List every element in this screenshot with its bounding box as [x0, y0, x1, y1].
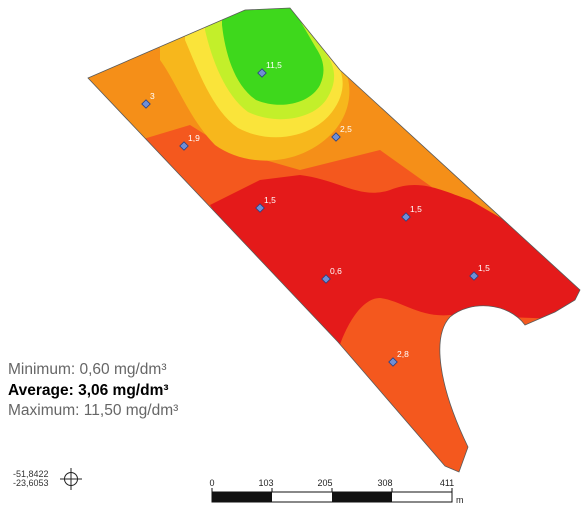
sample-point-marker [321, 274, 331, 284]
scale-tick-1: 103 [258, 478, 273, 488]
crosshair-icon [60, 468, 82, 490]
sample-point-label: 2,8 [397, 349, 409, 359]
stat-max-value: 11,50 mg/dm³ [83, 402, 179, 419]
stat-min-label: Minimum: [8, 361, 76, 378]
scale-bar: 0 103 205 308 411 m [209, 478, 463, 505]
sample-point-label: 2,5 [340, 124, 352, 134]
stat-average: Average: 3,06 mg/dm³ [8, 381, 178, 402]
coord-latitude: -23,6053 [13, 478, 49, 488]
scale-unit: m [456, 495, 464, 505]
sample-points: 11,5 3 1,9 2,5 1,5 1,5 0,6 1,5 2,8 [141, 60, 490, 367]
sample-point-label: 0,6 [330, 266, 342, 276]
sample-point-marker [179, 141, 189, 151]
coordinate-readout: -51,8422 -23,6053 [13, 470, 49, 488]
zone-red [210, 175, 580, 345]
sample-point-marker [469, 271, 479, 281]
stat-minimum: Minimum: 0,60 mg/dm³ [8, 360, 178, 381]
sample-point-label: 1,5 [264, 195, 276, 205]
sample-point-marker [331, 132, 341, 142]
sample-point-marker [388, 357, 398, 367]
scale-tick-3: 308 [377, 478, 392, 488]
sample-point-label: 11,5 [266, 60, 282, 70]
stat-max-label: Maximum: [8, 402, 80, 419]
sample-point-marker [401, 212, 411, 222]
sample-point-marker [257, 68, 267, 78]
stat-avg-label: Average: [8, 381, 74, 399]
scale-tick-2: 205 [317, 478, 332, 488]
scale-tick-0: 0 [209, 478, 214, 488]
zone-green [222, 8, 324, 105]
stat-maximum: Maximum: 11,50 mg/dm³ [8, 401, 178, 422]
sample-point-marker [255, 203, 265, 213]
scale-tick-4: 411 [440, 478, 454, 488]
field-outline [87, 7, 581, 473]
coord-longitude: -51,8422 [13, 469, 49, 479]
statistics-panel: Minimum: 0,60 mg/dm³ Average: 3,06 mg/dm… [8, 360, 178, 422]
sample-point-label: 1,5 [478, 263, 490, 273]
sample-point-marker [141, 99, 151, 109]
sample-point-label: 1,9 [188, 133, 200, 143]
stat-min-value: 0,60 mg/dm³ [79, 361, 167, 378]
sample-point-label: 3 [150, 91, 155, 101]
stat-avg-value: 3,06 mg/dm³ [78, 381, 169, 399]
sample-point-label: 1,5 [410, 204, 422, 214]
